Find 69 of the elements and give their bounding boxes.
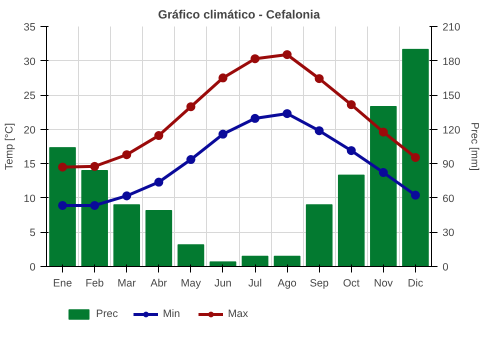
x-tick-label: Mar bbox=[118, 278, 136, 290]
point bbox=[90, 162, 100, 171]
bar bbox=[402, 48, 429, 266]
point bbox=[314, 126, 324, 136]
y2-tick-label: 90 bbox=[442, 158, 454, 171]
x-tick-label: Nov bbox=[374, 278, 394, 290]
x-tick-label: Oct bbox=[343, 278, 360, 290]
bar bbox=[306, 204, 333, 266]
y2-tick-label: 210 bbox=[442, 22, 460, 34]
y2-tick-label: 120 bbox=[442, 124, 460, 136]
x-tick-label: Ene bbox=[53, 278, 72, 290]
x-tick-label: May bbox=[180, 278, 202, 290]
y2-tick-label: 60 bbox=[442, 192, 454, 205]
y-tick-label: 30 bbox=[24, 56, 36, 68]
bar bbox=[242, 256, 268, 266]
point bbox=[154, 131, 164, 140]
legend-label: Min bbox=[162, 308, 182, 320]
point bbox=[410, 152, 420, 162]
point bbox=[90, 200, 100, 210]
y-tick-label: 10 bbox=[24, 192, 36, 205]
point bbox=[378, 128, 388, 137]
bar bbox=[338, 174, 365, 266]
point bbox=[122, 191, 132, 200]
x-tick-label: Jun bbox=[214, 278, 232, 290]
y2-tick-label: 150 bbox=[442, 90, 460, 102]
point bbox=[186, 102, 196, 112]
y-tick-label: 5 bbox=[30, 227, 36, 240]
point bbox=[218, 73, 228, 82]
point bbox=[250, 114, 260, 123]
y2-axis-title: Prec [mm] bbox=[468, 122, 480, 171]
y-tick-label: 0 bbox=[30, 262, 36, 274]
legend-label: Max bbox=[228, 308, 248, 320]
x-tick-label: Dic bbox=[408, 278, 424, 290]
point bbox=[314, 74, 324, 84]
point bbox=[410, 190, 420, 200]
bar bbox=[145, 210, 172, 266]
x-tick-label: Abr bbox=[150, 278, 168, 290]
x-tick-label: Ago bbox=[278, 278, 297, 290]
point bbox=[58, 200, 68, 210]
point bbox=[346, 100, 356, 110]
point bbox=[282, 50, 292, 60]
point bbox=[250, 54, 260, 64]
point bbox=[186, 155, 196, 164]
y-tick-label: 25 bbox=[24, 90, 36, 102]
bar bbox=[81, 170, 108, 266]
bar bbox=[370, 106, 397, 266]
bar bbox=[178, 244, 204, 266]
point bbox=[122, 150, 132, 160]
x-tick-label: Sep bbox=[310, 278, 329, 290]
chart-title: Gráfico climático - Cefalonia bbox=[158, 8, 320, 22]
bar bbox=[49, 147, 76, 266]
legend-label: Prec bbox=[96, 308, 118, 320]
y2-tick-label: 180 bbox=[442, 56, 460, 68]
y-axis-title: Temp [°C] bbox=[4, 123, 16, 170]
bar bbox=[113, 204, 140, 266]
y2-tick-label: 0 bbox=[442, 262, 448, 274]
y-tick-label: 35 bbox=[24, 22, 36, 34]
x-tick-label: Feb bbox=[85, 278, 104, 290]
point bbox=[218, 130, 228, 139]
point bbox=[58, 162, 68, 172]
point bbox=[378, 168, 388, 178]
y2-tick-label: 30 bbox=[442, 227, 454, 240]
x-tick-label: Jul bbox=[248, 278, 262, 290]
y-tick-label: 20 bbox=[24, 124, 36, 136]
point bbox=[282, 109, 292, 118]
y-tick-label: 15 bbox=[24, 158, 36, 171]
bar bbox=[274, 256, 300, 266]
point bbox=[154, 178, 164, 187]
point bbox=[346, 146, 356, 156]
